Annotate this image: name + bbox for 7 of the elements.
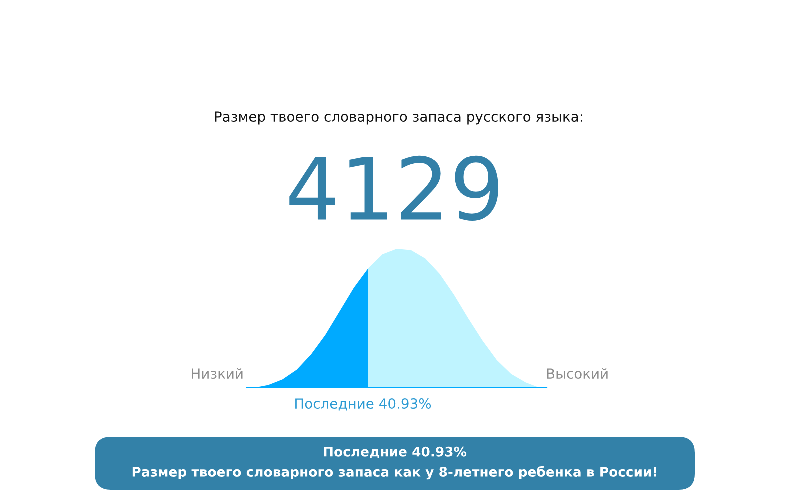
text: Последние 40.93% <box>324 446 467 458</box>
text: Размер твоего словарного запаса как у 8-летнего ребенка в России! <box>132 466 656 480</box>
chart-title: Размер твоего словарного запаса русского языка: <box>215 112 582 125</box>
text: Последние 40.93% <box>296 398 432 411</box>
chart-subtitle: 4129 <box>290 156 499 221</box>
text: Высокий <box>547 368 608 380</box>
text: Низкий <box>192 368 243 380</box>
